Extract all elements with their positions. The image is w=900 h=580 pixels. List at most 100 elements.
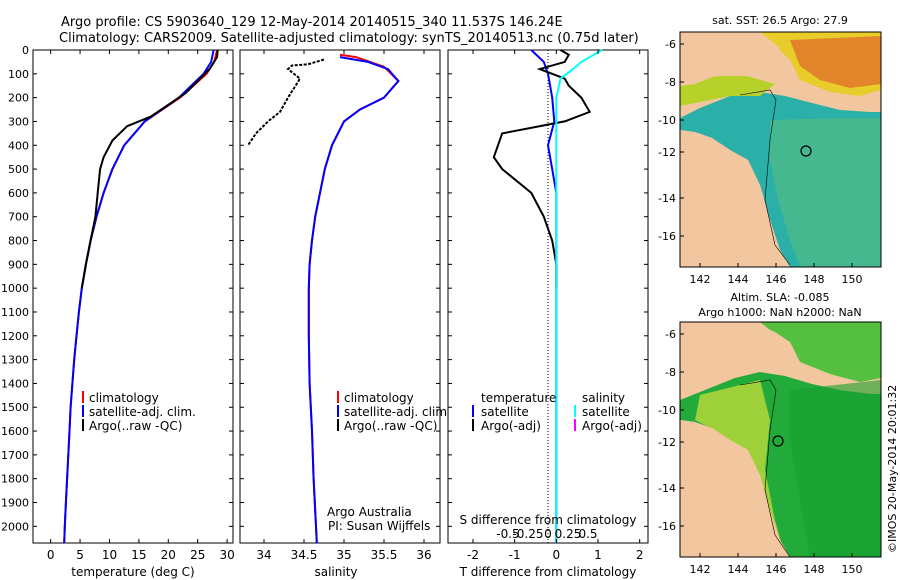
legend-argo: Argo(..raw -QC) — [89, 419, 182, 433]
x-tick-label: 34 — [256, 548, 271, 562]
x-tick-label: 5 — [76, 548, 84, 562]
argo-position-marker — [800, 145, 812, 157]
pi-label: PI: Susan Wijffels — [328, 519, 430, 533]
legend-temperature-heading: temperature — [481, 391, 556, 405]
series-line-satellite-adj-clim- — [307, 56, 400, 544]
lon-tick-label: 148 — [804, 273, 825, 286]
y-tick-label: 1700 — [1, 449, 29, 462]
difference-panel: -2 -1 0 1 2-0.5-0.25 0 0.250.5 S difference fr… — [447, 49, 649, 579]
temperature-axes-frame — [32, 49, 234, 544]
sst-map-title: sat. SST: 26.5 Argo: 27.9 — [712, 14, 848, 27]
t-difference-label: T difference from climatology — [459, 565, 637, 579]
legend-argo: Argo(..raw -QC) — [344, 419, 437, 433]
lon-tick-label: 144 — [728, 273, 749, 286]
header-line2: Climatology: CARS2009. Satellite-adjuste… — [59, 31, 639, 46]
y-tick-label: 500 — [8, 163, 29, 176]
lat-tick-label: -6 — [665, 328, 676, 341]
lon-tick-label: 146 — [766, 563, 787, 576]
png-landmass — [680, 322, 780, 376]
lon-tick-label: 146 — [766, 273, 787, 286]
s-tick-label: -0.25 — [512, 527, 543, 541]
temperature-xlabel: temperature (deg C) — [71, 565, 194, 579]
x-tick-label: 1 — [594, 548, 602, 562]
sla-map: Altim. SLA: -0.085 Argo h1000: NaN h2000… — [658, 291, 882, 576]
y-tick-label: 1600 — [1, 425, 29, 438]
lon-tick-label: 144 — [728, 563, 749, 576]
series-line-t-argo — [492, 49, 592, 289]
png-landmass — [680, 32, 780, 86]
x-tick-label: 15 — [131, 548, 146, 562]
imos-watermark: ©IMOS 20-May-2014 20:01:32 — [886, 385, 899, 553]
gulf-sea — [680, 74, 775, 106]
y-tick-label: 700 — [8, 211, 29, 224]
y-tick-label: 1400 — [1, 377, 29, 390]
lat-tick-label: -14 — [658, 482, 676, 495]
y-tick-label: 1200 — [1, 330, 29, 343]
y-tick-label: 400 — [8, 139, 29, 152]
temperature-panel: 0 5 10 15 20 25 300100200300400500600700800900… — [1, 44, 235, 579]
x-tick-label: 30 — [219, 548, 234, 562]
sla-map-frame — [679, 321, 882, 558]
lat-tick-label: -16 — [658, 520, 676, 533]
header-line1: Argo profile: CS 5903640_129 12-May-2014… — [61, 15, 563, 30]
y-tick-label: 1900 — [1, 497, 29, 510]
north-hot-sea — [790, 36, 881, 88]
argo-australia-label: Argo Australia — [327, 505, 412, 519]
legend-satellite: satellite-adj. clim. — [89, 405, 196, 419]
y-tick-label: 1300 — [1, 354, 29, 367]
y-tick-label: 200 — [8, 92, 29, 105]
s-tick-label: 0 — [544, 527, 552, 541]
sst-map: sat. SST: 26.5 Argo: 27.9 -6 -8 -10 -12 -14 -… — [658, 14, 882, 286]
x-tick-label: 20 — [161, 548, 176, 562]
y-tick-label: 1800 — [1, 473, 29, 486]
y-tick-label: 300 — [8, 115, 29, 128]
y-tick-label: 600 — [8, 187, 29, 200]
sla-map-title1: Altim. SLA: -0.085 — [730, 291, 829, 304]
lon-tick-label: 150 — [842, 273, 863, 286]
x-tick-label: 0 — [553, 548, 561, 562]
bathy-contour — [739, 89, 791, 266]
sla-map-title2: Argo h1000: NaN h2000: NaN — [698, 306, 861, 319]
y-tick-label: 1100 — [1, 306, 29, 319]
x-tick-label: 36 — [416, 548, 431, 562]
lon-tick-label: 150 — [842, 563, 863, 576]
legend-s-satellite: satellite — [582, 405, 630, 419]
x-tick-label: 0 — [47, 548, 55, 562]
x-tick-label: 10 — [102, 548, 117, 562]
x-tick-label: 35.5 — [371, 548, 398, 562]
legend-t-argo: Argo(-adj) — [481, 419, 541, 433]
x-tick-label: -1 — [509, 548, 521, 562]
lat-tick-label: -14 — [658, 192, 676, 205]
sst-map-frame — [679, 31, 882, 268]
y-tick-label: 0 — [22, 44, 29, 57]
lat-tick-label: -10 — [658, 114, 676, 127]
y-tick-label: 1000 — [1, 282, 29, 295]
x-tick-label: -2 — [467, 548, 479, 562]
lon-tick-label: 142 — [690, 563, 711, 576]
legend-t-satellite: satellite — [481, 405, 529, 419]
sla-green-band — [790, 380, 881, 557]
y-tick-label: 100 — [8, 68, 29, 81]
s-tick-label: 0.25 — [555, 527, 582, 541]
lon-tick-label: 148 — [804, 563, 825, 576]
x-tick-label: 35 — [336, 548, 351, 562]
australia-landmass — [680, 130, 790, 267]
lat-tick-label: -12 — [658, 436, 676, 449]
salinity-xlabel: salinity — [314, 565, 357, 579]
lat-tick-label: -16 — [658, 230, 676, 243]
x-tick-label: 25 — [190, 548, 205, 562]
x-tick-label: 2 — [636, 548, 644, 562]
legend-satellite: satellite-adj. clim. — [344, 405, 451, 419]
legend-climatology: climatology — [89, 391, 159, 405]
lat-tick-label: -8 — [665, 366, 676, 379]
y-tick-label: 900 — [8, 258, 29, 271]
s-tick-label: 0.5 — [578, 527, 597, 541]
argo-position-marker — [772, 435, 784, 447]
y-tick-label: 800 — [8, 235, 29, 248]
australia-landmass — [680, 420, 790, 557]
series-line-argo — [80, 49, 219, 289]
lat-tick-label: -6 — [665, 38, 676, 51]
legend-s-argo: Argo(-adj) — [582, 419, 642, 433]
y-tick-label: 2000 — [1, 520, 29, 533]
